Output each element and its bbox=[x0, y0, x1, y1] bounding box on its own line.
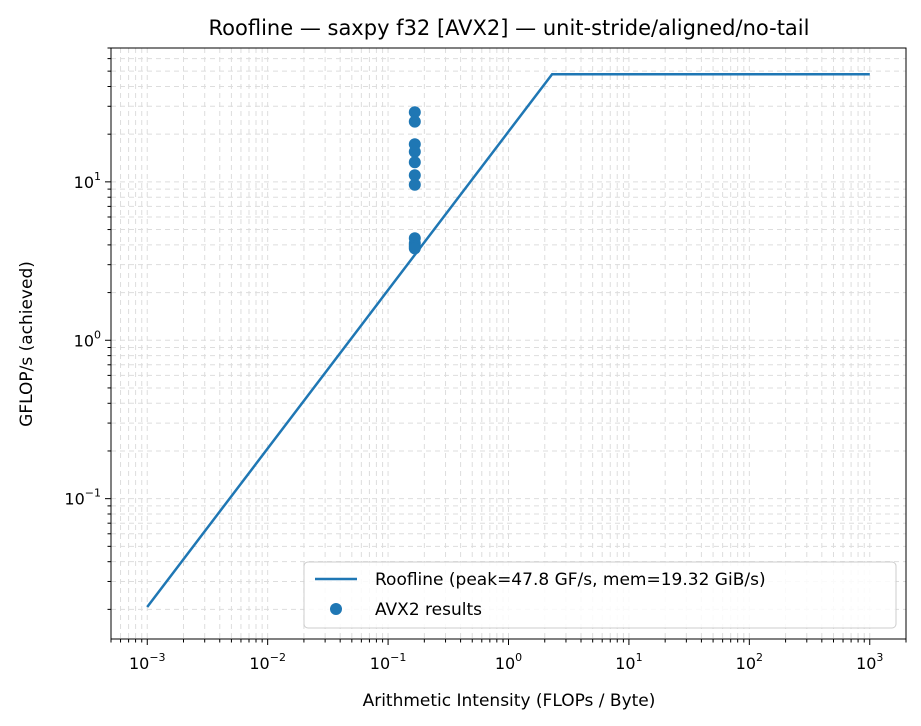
legend: Roofline (peak=47.8 GF/s, mem=19.32 GiB/… bbox=[303, 561, 897, 629]
x-tick-label: 10−3 bbox=[129, 651, 166, 673]
avx2-result-point bbox=[408, 115, 421, 128]
avx2-result-point bbox=[408, 178, 421, 191]
x-tick-label: 10−1 bbox=[370, 651, 407, 673]
ticks-layer: 10−3 10−2 10−1 100 101 102 103 10−1 100 101 bbox=[64, 47, 907, 673]
roofline-line bbox=[146, 72, 870, 608]
x-tick-label: 101 bbox=[615, 651, 642, 673]
plot-layer bbox=[146, 72, 870, 608]
x-tick-label: 103 bbox=[856, 651, 883, 673]
x-tick-label: 102 bbox=[736, 651, 763, 673]
legend-marker-swatch bbox=[330, 603, 342, 615]
avx2-result-point bbox=[408, 169, 421, 182]
y-tick-label: 100 bbox=[74, 328, 101, 350]
y-tick-label: 10−1 bbox=[64, 487, 101, 509]
legend-label-roofline: Roofline (peak=47.8 GF/s, mem=19.32 GiB/… bbox=[375, 570, 766, 590]
avx2-result-point bbox=[408, 156, 421, 169]
legend-label-results: AVX2 results bbox=[375, 600, 482, 620]
x-tick-label: 100 bbox=[495, 651, 522, 673]
x-tick-label: 10−2 bbox=[249, 651, 286, 673]
x-axis-label: Arithmetic Intensity (FLOPs / Byte) bbox=[363, 691, 656, 711]
y-tick-label: 101 bbox=[74, 170, 101, 192]
chart-title: Roofline — saxpy f32 [AVX2] — unit-strid… bbox=[209, 16, 810, 40]
avx2-result-point bbox=[408, 106, 421, 119]
avx2-result-point bbox=[408, 145, 421, 158]
avx2-result-point bbox=[408, 242, 421, 255]
y-axis-label: GFLOP/s (achieved) bbox=[17, 261, 37, 427]
legend-box bbox=[303, 561, 897, 629]
